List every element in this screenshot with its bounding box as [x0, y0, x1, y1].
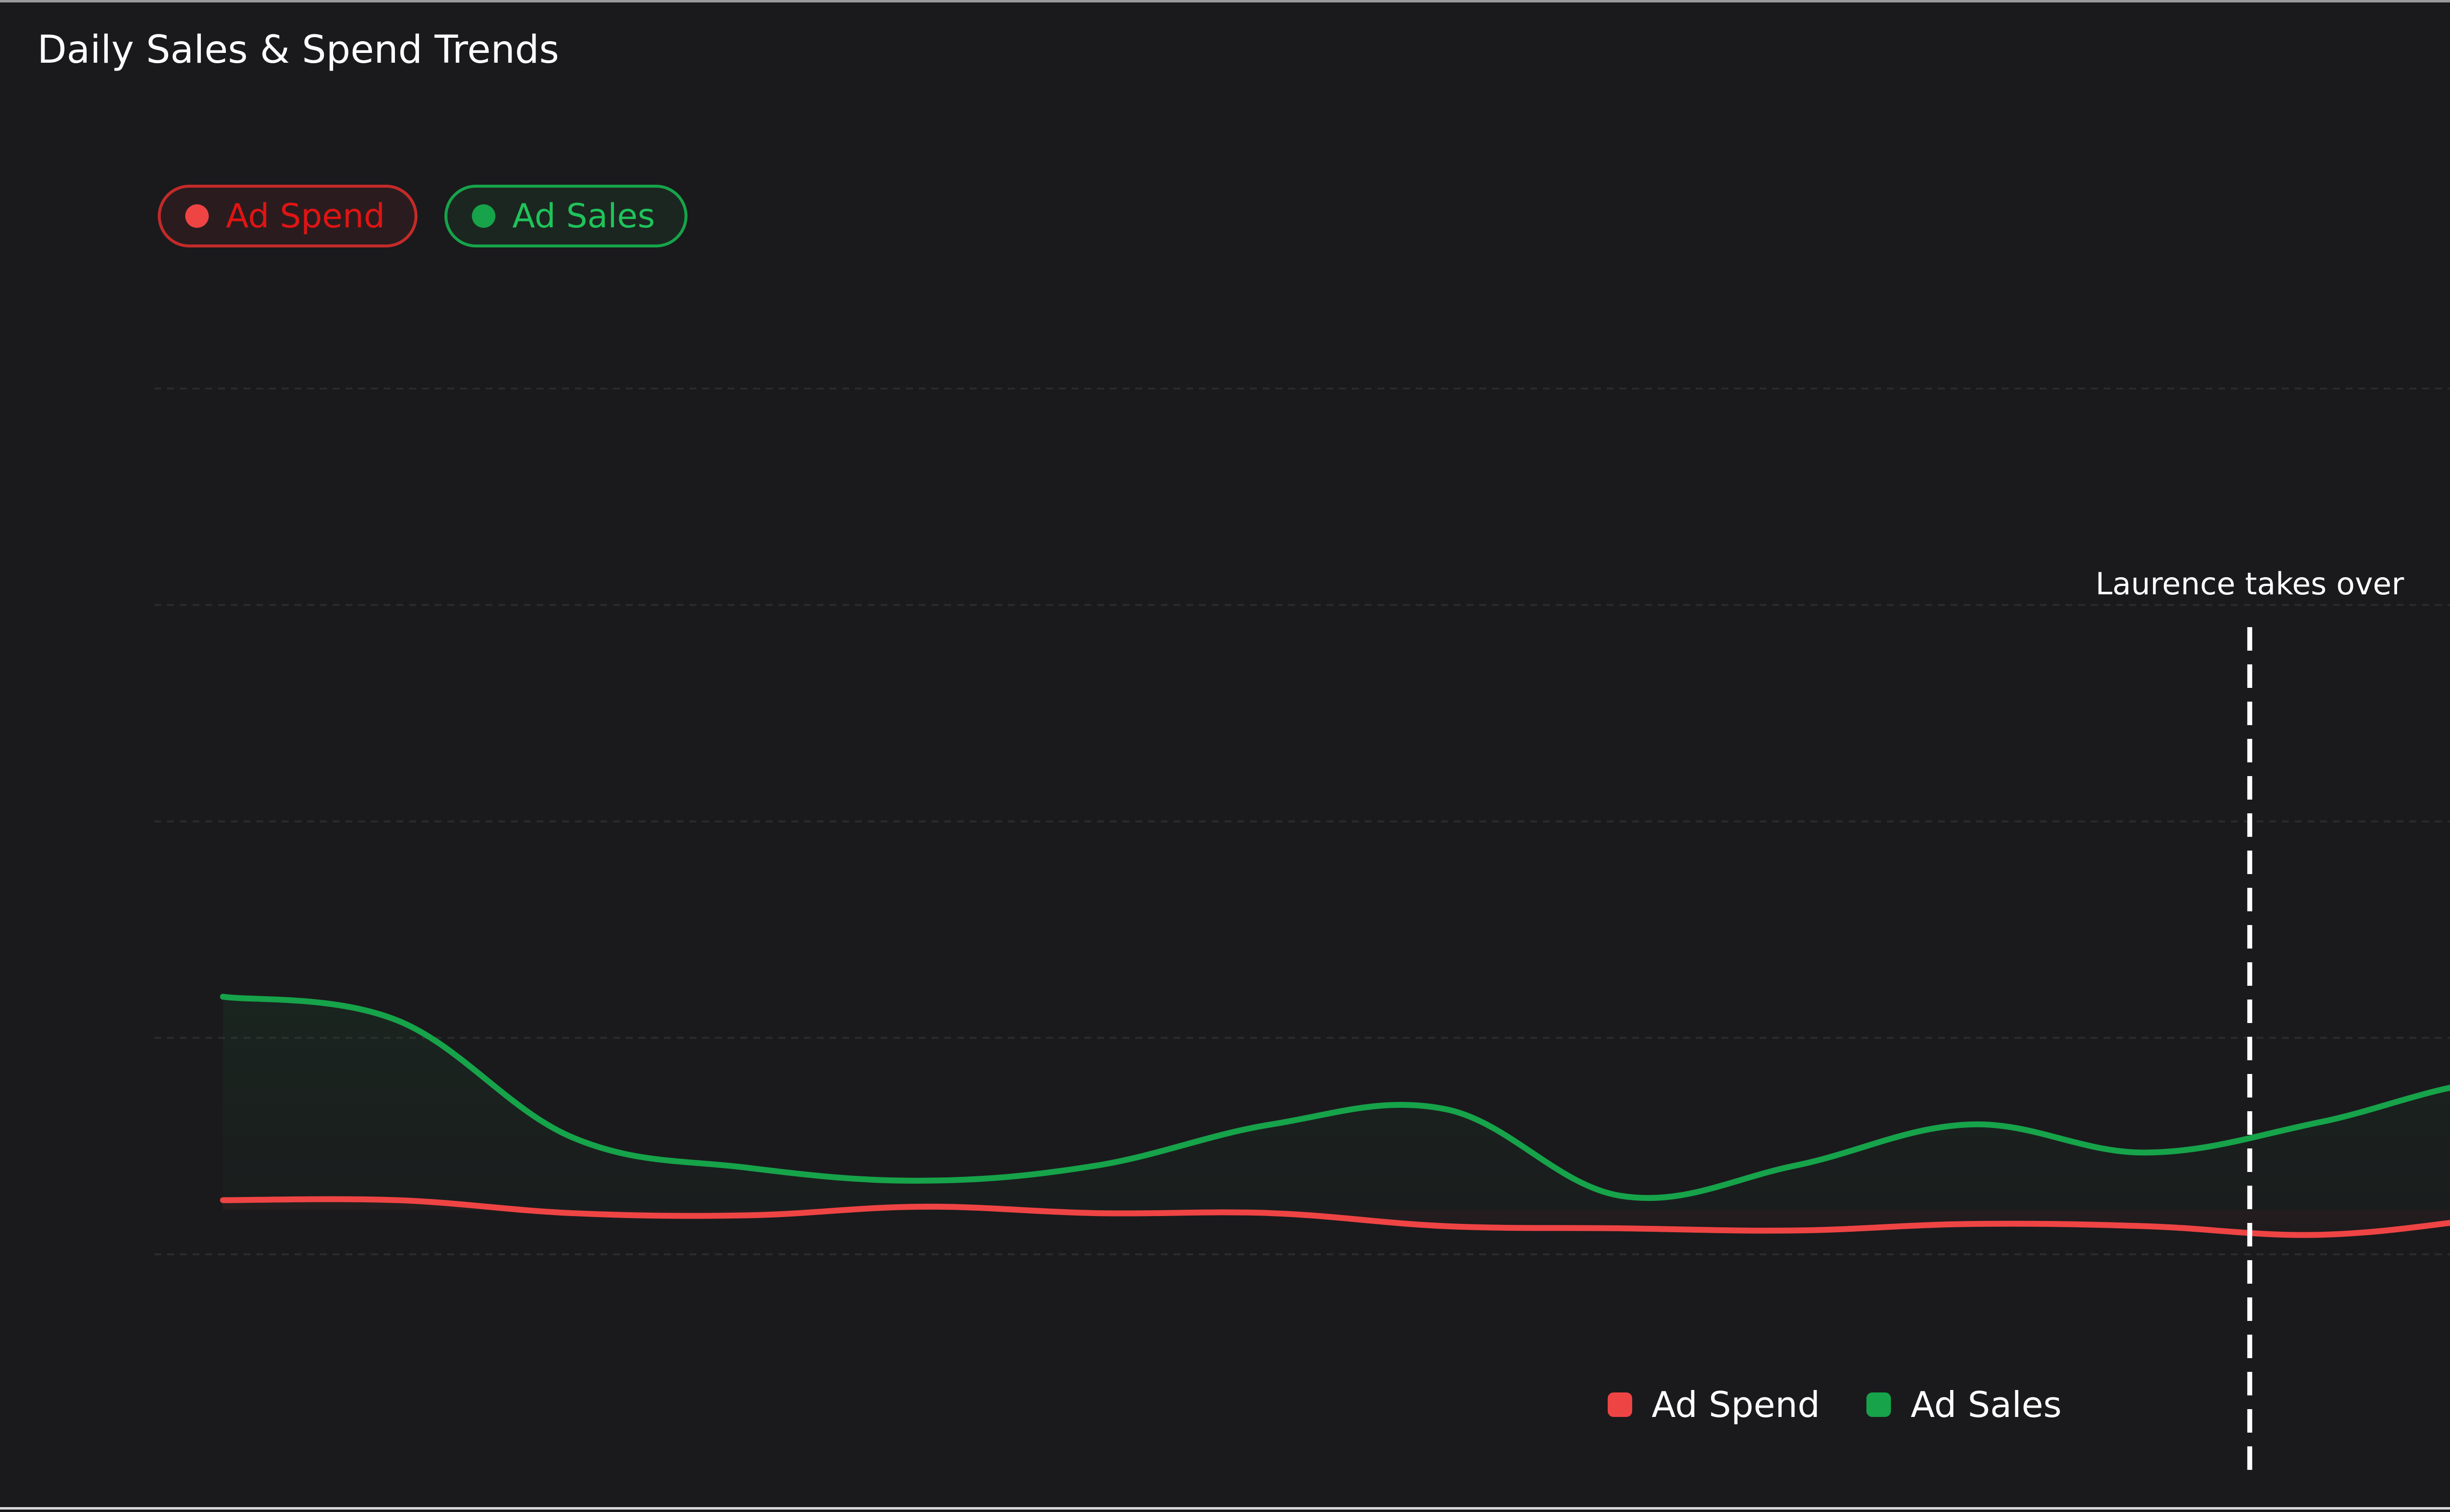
toggle-ad-spend-label: Ad Spend [226, 196, 385, 236]
legend-item-ad-spend[interactable]: Ad Spend [1607, 1384, 1820, 1425]
ad-spend-line[interactable] [220, 943, 2450, 1238]
legend-item-ad-sales[interactable]: Ad Sales [1866, 1384, 2061, 1425]
toggle-ad-sales-label: Ad Sales [512, 196, 655, 236]
annotation-label: Laurence takes over [2095, 566, 2404, 602]
ad-sales-area [223, 997, 2450, 1210]
ad-spend-swatch-icon [1607, 1392, 1632, 1417]
chart-legend: Ad Spend Ad Sales [0, 1384, 2450, 1425]
ad-spend-dot-icon [185, 204, 209, 228]
legend-ad-spend-label: Ad Spend [1651, 1384, 1820, 1425]
legend-ad-sales-label: Ad Sales [1911, 1384, 2062, 1425]
ad-sales-dot-icon [471, 204, 495, 228]
gridlines [154, 388, 2450, 1255]
toggle-ad-spend-button[interactable]: Ad Spend [158, 185, 417, 247]
chart-title: Daily Sales & Spend Trends [37, 28, 560, 72]
series-toggle-group: Ad Spend Ad Sales [158, 185, 687, 247]
ad-sales-swatch-icon [1866, 1392, 1891, 1417]
toggle-ad-sales-button[interactable]: Ad Sales [444, 185, 687, 247]
ad-sales-line[interactable] [220, 460, 2450, 1201]
